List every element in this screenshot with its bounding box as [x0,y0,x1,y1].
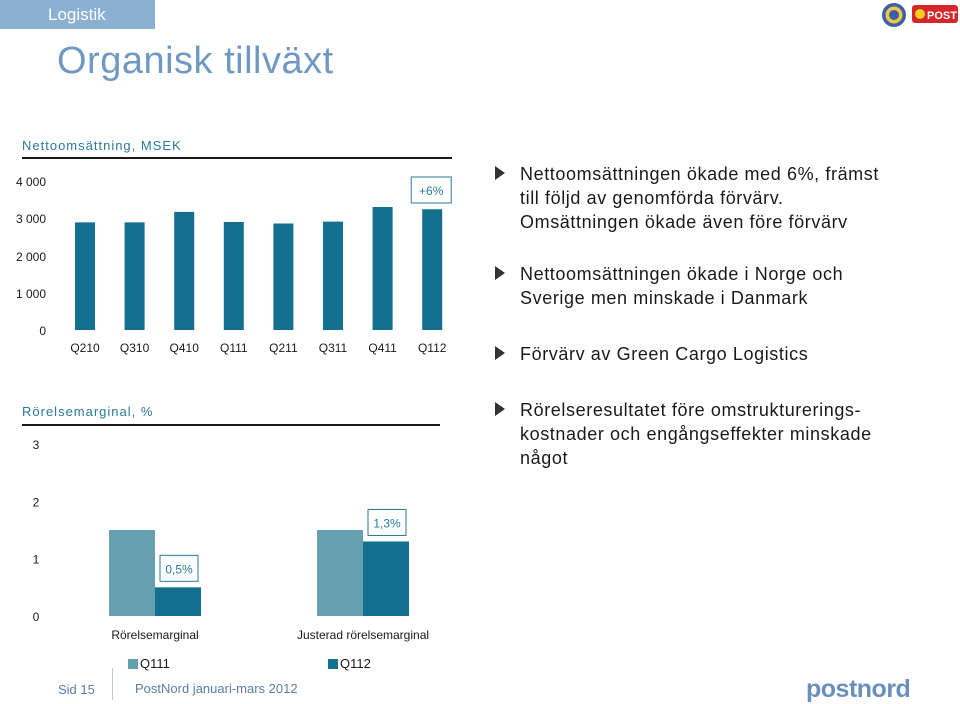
data-label-box [159,554,199,582]
y-tick-label: 2 000 [16,250,46,264]
data-label-box [367,508,407,536]
bar-q111-rorelsemarginal [109,530,155,616]
bar-q311 [323,221,343,330]
x-tick-label: Q112 [418,341,447,355]
revenue-chart: 0 1 000 2 000 3 000 4 000 Q210 Q310 Q410 Q111 Q21… [16,175,452,355]
bullet-text: Nettoomsättningen ökade i Norge och Sver… [520,264,844,308]
x-tick-label: Q211 [269,341,298,355]
bar-q112-rorelsemarginal [155,587,201,616]
bar-q111-justerad [317,530,363,616]
page-number: Sid 15 [58,682,95,697]
legend-swatch-q111 [128,659,138,669]
postnord-logo: postnord [806,675,911,703]
growth-annotation-box [410,176,452,204]
bullet-arrow-icon [495,346,505,360]
chart2-title: Rörelsemarginal, % [22,404,154,419]
x-tick-label: Q111 [220,341,248,355]
margin-chart: 0 1 2 3 Rörelsemarginal 0,5% Justerad rörelsem… [33,438,429,642]
seal-icon [882,3,906,27]
x-tick-label: Q311 [319,341,348,355]
bar-q211 [273,223,294,330]
legend-label-q112: Q112 [340,656,371,671]
legend-label-q111: Q111 [140,656,170,671]
y-tick-label: 2 [33,495,40,509]
y-tick-label: 1 000 [16,287,46,301]
x-tick-label: Q410 [170,341,200,355]
bar-q112-justerad [363,541,409,616]
bullet-text: Nettoomsättningen ökade med 6%, främst t… [520,164,879,232]
data-label: 1,3% [373,516,401,530]
x-tick-label: Q210 [70,341,100,355]
y-tick-label: 3 [33,438,40,452]
x-tick-label: Q411 [368,341,397,355]
bullet-arrow-icon [495,402,505,416]
y-tick-label: 0 [33,610,40,624]
bullet-text: Rörelseresultatet före omstrukturerings-… [520,400,872,468]
growth-annotation: +6% [419,184,444,198]
chart2-title-rule [22,424,440,426]
x-tick-label: Q310 [120,341,150,355]
bullet-arrow-icon [495,166,505,180]
footer-text: PostNord januari-mars 2012 [135,681,298,696]
chart1-title-rule [22,157,452,159]
chart1-title: Nettoomsättning, MSEK [22,138,182,153]
footer-divider [112,668,113,700]
bar-q210 [75,222,95,330]
y-tick-label: 0 [39,324,46,338]
x-tick-label: Rörelsemarginal [111,628,198,642]
post-logo: POST [912,5,958,23]
y-tick-label: 3 000 [16,212,46,226]
x-tick-label: Justerad rörelsemarginal [297,628,429,642]
data-label: 0,5% [165,562,193,576]
bar-q411 [372,207,393,330]
y-tick-label: 1 [33,553,40,567]
y-tick-label: 4 000 [16,175,46,189]
legend-item-q111: Q111 [128,656,170,671]
legend-swatch-q112 [328,659,338,669]
bar-q310 [124,222,145,330]
bar-q112 [422,209,443,330]
bullet-arrow-icon [495,266,505,280]
bullet-text: Förvärv av Green Cargo Logistics [520,344,809,364]
page-title: Organisk tillväxt [57,40,334,82]
bar-q111 [223,222,244,330]
bar-q410 [174,211,195,330]
legend-item-q112: Q112 [328,656,371,671]
section-tab: Logistik [0,0,155,29]
post-logo-text: POST [927,10,957,22]
